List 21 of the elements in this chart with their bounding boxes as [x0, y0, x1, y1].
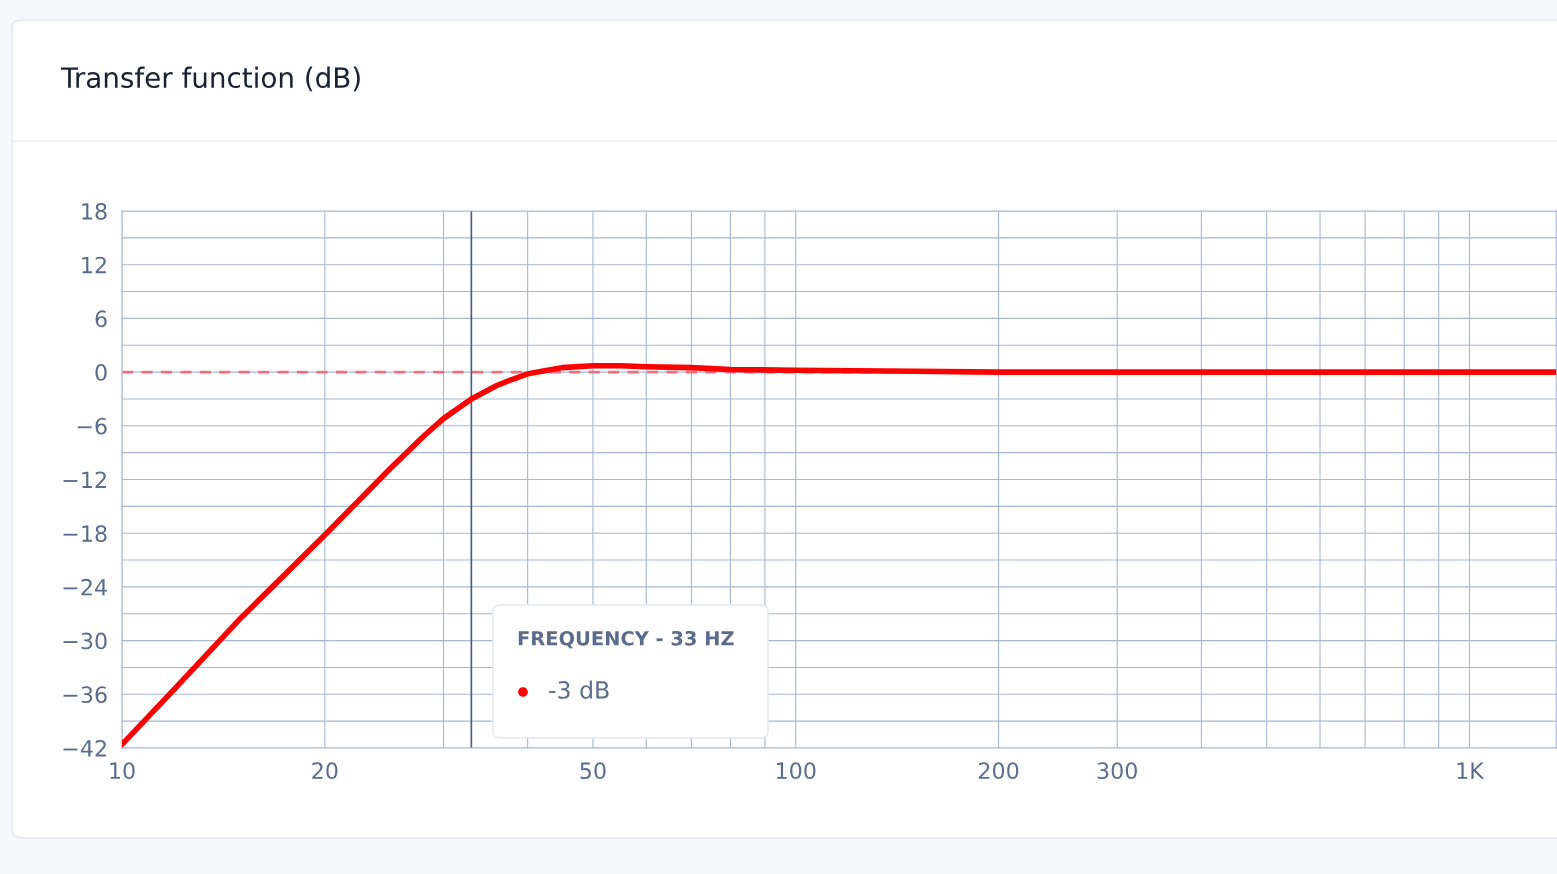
x-tick-label: 20	[312, 762, 338, 780]
x-tick-label: 10	[110, 762, 135, 780]
annotation: FREQUENCY - 33 HZ	[518, 630, 734, 649]
x-tick-label: 300	[1097, 762, 1137, 780]
y-tick-label: 0	[95, 364, 107, 381]
annotation: -3 dB	[549, 680, 609, 699]
y-tick-label: 12	[82, 256, 106, 274]
y-tick-label: −18	[63, 525, 107, 542]
x-tick-label: 50	[580, 762, 606, 780]
y-tick-label: −6	[77, 417, 107, 435]
y-tick-label: −12	[63, 471, 106, 488]
x-tick-label: 100	[776, 762, 816, 780]
chart-title: Transfer function (dB)	[60, 66, 360, 92]
y-tick-label: −30	[63, 632, 107, 650]
y-tick-label: −36	[63, 686, 107, 704]
y-tick-label: −42	[63, 739, 106, 757]
y-tick-label: 6	[95, 310, 107, 328]
y-tick-label: 18	[82, 202, 107, 220]
x-tick-label: 200	[978, 762, 1019, 780]
y-tick-label: −24	[63, 578, 107, 596]
x-tick-label: 1K	[1457, 762, 1485, 779]
